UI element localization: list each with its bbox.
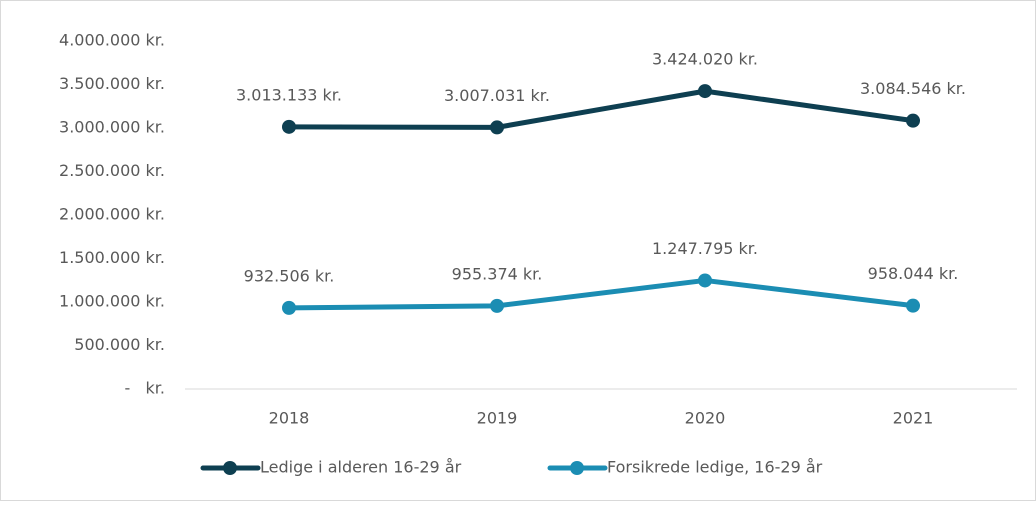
point — [906, 298, 920, 313]
data-label: 955.374 kr. — [452, 264, 543, 283]
x-tick-label: 2020 — [685, 409, 726, 428]
data-label: 3.013.133 kr. — [236, 85, 342, 104]
legend-label: Ledige i alderen 16-29 år — [260, 458, 462, 477]
y-tick-label: 2.000.000 kr. — [59, 205, 165, 224]
legend-marker — [570, 461, 584, 475]
point — [282, 300, 296, 315]
point — [490, 298, 504, 313]
data-label: 3.007.031 kr. — [444, 86, 550, 105]
series-line — [286, 277, 916, 311]
point — [282, 119, 296, 134]
y-tick-label: 1.000.000 kr. — [59, 292, 165, 311]
series-line — [286, 88, 916, 130]
point — [906, 113, 920, 128]
x-tick-label: 2018 — [269, 409, 310, 428]
y-tick-label: 1.500.000 kr. — [59, 248, 165, 267]
legend-marker — [223, 461, 237, 475]
data-label: 958.044 kr. — [868, 264, 959, 283]
point — [698, 84, 712, 99]
data-label: 3.084.546 kr. — [860, 79, 966, 98]
y-tick-label: 500.000 kr. — [74, 335, 165, 354]
x-tick-label: 2021 — [893, 409, 934, 428]
x-tick-label: 2019 — [477, 409, 518, 428]
y-tick-label: 2.500.000 kr. — [59, 161, 165, 180]
y-tick-label: 3.500.000 kr. — [59, 74, 165, 93]
data-label: 3.424.020 kr. — [652, 50, 758, 69]
data-label: 1.247.795 kr. — [652, 239, 758, 258]
point — [698, 273, 712, 288]
y-tick-label: 3.000.000 kr. — [59, 118, 165, 137]
point — [490, 120, 504, 135]
data-label: 932.506 kr. — [244, 266, 335, 285]
legend-label: Forsikrede ledige, 16-29 år — [607, 458, 823, 477]
y-tick-label: - kr. — [125, 379, 166, 398]
y-tick-label: 4.000.000 kr. — [59, 31, 165, 50]
